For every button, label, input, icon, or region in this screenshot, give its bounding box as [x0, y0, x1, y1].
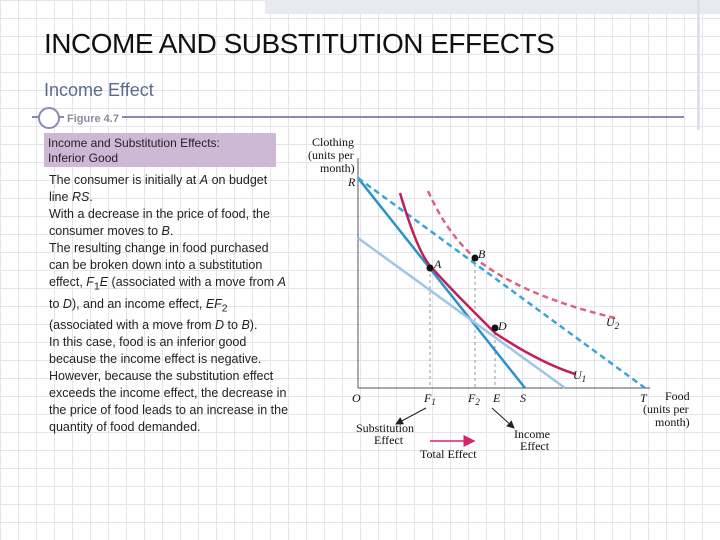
- x-axis-title-2: (units per: [643, 402, 689, 416]
- substitution-effect-label-2: Effect: [374, 433, 404, 447]
- indifference-curve-u1: [398, 192, 576, 376]
- income-effect-label-2: Effect: [520, 439, 550, 453]
- figure-label: Figure 4.7: [64, 113, 122, 125]
- label-e: E: [492, 391, 501, 405]
- label-d: D: [497, 319, 507, 333]
- substitution-arrow: [395, 407, 427, 425]
- income-effect-label-1: Income: [514, 427, 550, 441]
- income-arrow: [491, 407, 515, 429]
- y-axis-title-2: (units per: [308, 148, 354, 162]
- slide-subtitle: Income Effect: [44, 80, 154, 100]
- point-d: [491, 324, 499, 332]
- paragraph-4: In this case, food is an inferior good b…: [49, 335, 262, 366]
- total-effect-label: Total Effect: [420, 447, 477, 461]
- point-a: [426, 264, 434, 272]
- description-text: The consumer is initially at A on budget…: [49, 172, 289, 436]
- y-axis-title-1: Clothing: [312, 135, 354, 149]
- point-b: [471, 254, 479, 262]
- budget-line-parallel: [357, 236, 566, 390]
- budget-line-rs: [357, 177, 526, 389]
- label-a: A: [433, 257, 442, 271]
- label-t: T: [640, 391, 648, 405]
- paragraph-5: However, because the substitution effect…: [49, 369, 289, 434]
- slide-title: INCOME AND SUBSTITUTION EFFECTS: [44, 28, 555, 59]
- substitution-effect-label-1: Substitution: [356, 421, 414, 435]
- caption-line-1: Income and Substitution Effects:: [48, 136, 220, 150]
- x-axis-title-1: Food: [665, 389, 690, 403]
- right-rule: [697, 0, 700, 130]
- income-substitution-diagram: Clothing (units per month) Food (units p…: [308, 135, 690, 461]
- label-f2: F2: [467, 391, 480, 407]
- label-u1: U1: [573, 368, 586, 384]
- paragraph-2: With a decrease in the price of food, th…: [49, 207, 270, 238]
- divider-line: [32, 116, 684, 118]
- label-b: B: [478, 247, 486, 261]
- caption-line-2: Inferior Good: [48, 151, 119, 165]
- paragraph-3: The resulting change in food purchased c…: [49, 241, 286, 332]
- top-bar: [265, 0, 720, 14]
- divider-circle: [38, 107, 60, 129]
- label-r: R: [347, 175, 356, 189]
- paragraph-1: The consumer is initially at A on budget…: [49, 173, 268, 204]
- figure-caption: Income and Substitution Effects: Inferio…: [44, 133, 276, 167]
- label-f1: F1: [423, 391, 436, 407]
- label-o: O: [352, 391, 361, 405]
- x-axis-title-3: month): [655, 415, 690, 429]
- y-axis-title-3: month): [320, 161, 355, 175]
- label-u2: U2: [606, 315, 620, 331]
- label-s: S: [520, 391, 526, 405]
- indifference-curve-u2: [426, 190, 616, 320]
